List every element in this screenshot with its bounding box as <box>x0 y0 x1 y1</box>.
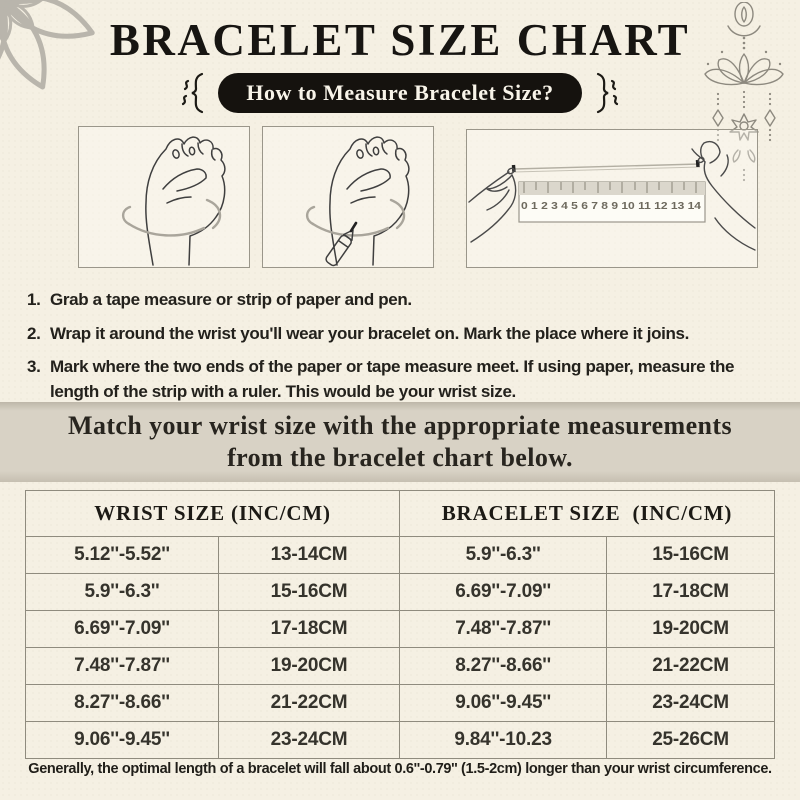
instruction-item-3: 3. Mark where the two ends of the paper … <box>27 355 779 404</box>
instruction-number: 1. <box>27 290 41 309</box>
size-table: WRIST SIZE (INC/CM) BRACELET SIZE (INC/C… <box>25 490 775 759</box>
table-cell: 9.84''-10.23 <box>400 722 608 758</box>
table-cell: 6.69''-7.09'' <box>399 574 608 611</box>
table-cell: 15-16CM <box>218 574 400 611</box>
table-cell: 9.06''-9.45'' <box>26 722 219 758</box>
illustration-ruler-measure-step: 0 1 2 3 4 5 6 7 8 9 10 11 12 13 14 <box>466 129 758 268</box>
illustration-wrap-tape-step <box>78 126 250 268</box>
table-cell: 7.48''-7.87'' <box>26 648 219 685</box>
table-cell: 9.06''-9.45'' <box>399 685 608 722</box>
instruction-number: 3. <box>27 357 41 377</box>
table-cell: 17-18CM <box>607 574 774 611</box>
instruction-item-2: 2. Wrap it around the wrist you'll wear … <box>27 322 779 347</box>
table-cell: 19-20CM <box>607 611 774 648</box>
ruler-numbers: 0 1 2 3 4 5 6 7 8 9 10 11 12 13 14 <box>521 201 702 212</box>
illustration-mark-pen-step <box>262 126 434 268</box>
table-cell: 17-18CM <box>218 611 400 648</box>
table-cell: 19-20CM <box>218 648 400 685</box>
table-cell: 5.12''-5.52'' <box>26 537 219 574</box>
table-cell: 21-22CM <box>218 685 400 722</box>
table-cell: 23-24CM <box>607 685 774 722</box>
flourish-left-icon <box>182 72 204 114</box>
table-cell: 21-22CM <box>607 648 774 685</box>
table-cell: 7.48''-7.87'' <box>399 611 608 648</box>
table-header-bracelet-size: BRACELET SIZE (INC/CM) <box>399 491 774 537</box>
table-cell: 8.27''-8.66'' <box>399 648 608 685</box>
table-cell: 5.9''-6.3'' <box>399 537 608 574</box>
instruction-text: Grab a tape measure or strip of paper an… <box>50 290 412 309</box>
table-cell: 13-14CM <box>218 537 400 574</box>
match-size-callout: Match your wrist size with the appropria… <box>0 402 800 482</box>
table-cell: 8.27''-8.66'' <box>26 685 219 722</box>
callout-line-1: Match your wrist size with the appropria… <box>68 410 732 440</box>
instruction-item-1: 1. Grab a tape measure or strip of paper… <box>27 288 779 313</box>
table-cell: 25-26CM <box>652 729 729 750</box>
table-cell: 5.9''-6.3'' <box>26 574 219 611</box>
instructions-list: 1. Grab a tape measure or strip of paper… <box>27 288 779 414</box>
footer-note: Generally, the optimal length of a brace… <box>28 761 772 777</box>
table-cell: 15-16CM <box>607 537 774 574</box>
flourish-right-icon <box>596 72 618 114</box>
how-to-measure-badge: How to Measure Bracelet Size? <box>218 73 582 113</box>
instruction-text: Mark where the two ends of the paper or … <box>50 357 735 401</box>
instruction-number: 2. <box>27 323 41 343</box>
callout-line-2: from the bracelet chart below. <box>227 443 573 472</box>
table-cell: 23-24CM <box>219 722 400 758</box>
table-cell: 6.69''-7.09'' <box>26 611 219 648</box>
instruction-text: Wrap it around the wrist you'll wear you… <box>50 323 690 343</box>
page-title: BRACELET SIZE CHART <box>109 15 691 65</box>
badge-row: How to Measure Bracelet Size? <box>0 72 800 114</box>
table-header-wrist-size: WRIST SIZE (INC/CM) <box>26 491 400 537</box>
